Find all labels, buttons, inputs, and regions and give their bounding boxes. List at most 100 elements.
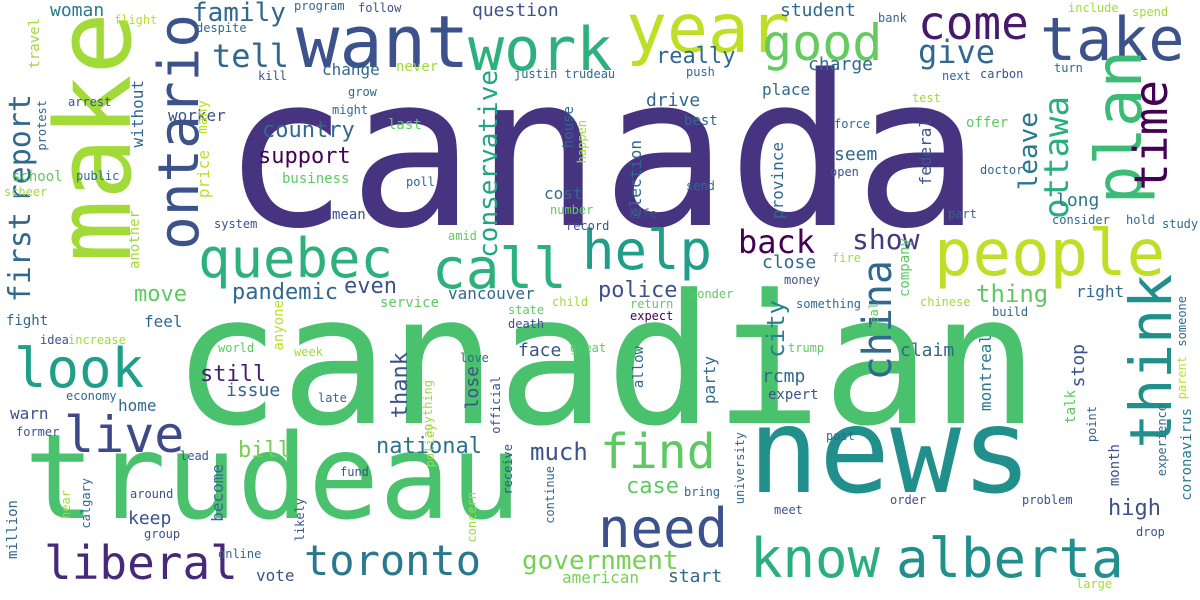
word-federal: federal	[916, 118, 935, 186]
word-economy: economy	[66, 389, 117, 403]
word-know: know	[750, 527, 881, 590]
word-back: back	[738, 223, 816, 261]
word-travel: travel	[27, 18, 43, 69]
word-think: think	[1117, 274, 1185, 449]
word-take: take	[1040, 5, 1185, 75]
word-justin-trudeau: justin trudeau	[514, 67, 616, 81]
word-alberta: alberta	[896, 527, 1124, 590]
word-help: help	[582, 219, 713, 282]
word-hold: hold	[1126, 213, 1155, 227]
word-case: case	[626, 474, 679, 499]
word-much: much	[530, 438, 588, 466]
word-follow: follow	[358, 1, 402, 15]
word-home: home	[118, 396, 157, 415]
word-doctor: doctor	[980, 163, 1024, 177]
word-turn: turn	[1054, 61, 1083, 75]
word-find: find	[600, 424, 716, 480]
word-problem: problem	[1022, 493, 1073, 507]
word-mean: mean	[332, 207, 366, 223]
word-canadian: canadian	[172, 257, 1039, 466]
word-election: election	[626, 140, 645, 218]
word-right: right	[1076, 282, 1125, 301]
word-seem: seem	[834, 144, 878, 165]
word-great: great	[570, 341, 607, 355]
word-might: might	[332, 103, 369, 117]
word-study: study	[1162, 217, 1199, 231]
word-talk: talk	[1063, 390, 1079, 424]
word-trudeau: trudeau	[24, 408, 522, 546]
word-policy: policy	[423, 424, 437, 468]
word-bank: bank	[878, 11, 907, 25]
word-offer: offer	[966, 115, 1009, 131]
word-calgary: calgary	[79, 478, 93, 529]
word-kill: kill	[258, 69, 287, 83]
word-grow: grow	[348, 85, 377, 99]
word-experience: experience	[1155, 404, 1169, 477]
word-thing: thing	[976, 280, 1049, 308]
word-death: death	[508, 317, 545, 331]
word-state: state	[508, 303, 545, 317]
word-number: number	[550, 203, 594, 217]
word-cost: cost	[544, 184, 583, 203]
word-come: come	[918, 0, 1029, 50]
word-allow: allow	[631, 346, 647, 389]
word-happen: happen	[575, 120, 589, 164]
word-move: move	[134, 282, 187, 307]
word-canada: canada	[222, 30, 981, 275]
word-people: people	[934, 217, 1166, 291]
word-university: university	[733, 432, 747, 505]
word-call: call	[432, 237, 567, 302]
word-drive: drive	[646, 90, 701, 111]
word-stop: stop	[1068, 344, 1089, 388]
word-first: first	[3, 212, 38, 303]
word-good: good	[762, 14, 883, 72]
word-spend: spend	[1132, 5, 1169, 19]
word-wonder: wonder	[690, 287, 734, 301]
word-anyone: anyone	[271, 300, 287, 351]
word-support: support	[258, 144, 351, 169]
word-scheer: scheer	[4, 185, 48, 199]
word-last: last	[388, 117, 422, 133]
word-tell: tell	[212, 37, 290, 75]
word-issue: issue	[226, 380, 281, 401]
word-around: around	[130, 487, 174, 501]
word-want: want	[296, 0, 470, 84]
word-government: government	[522, 546, 679, 576]
word-trump: trump	[788, 341, 825, 355]
word-country: country	[262, 118, 355, 143]
word-thank: thank	[388, 352, 413, 419]
word-year: year	[626, 0, 790, 69]
word-charge: charge	[808, 54, 874, 75]
word-flight: flight	[114, 13, 158, 27]
word-something: something	[796, 297, 862, 311]
word-school: school	[12, 169, 63, 185]
word-house: house	[561, 106, 577, 149]
word-worker: worker	[168, 106, 226, 125]
word-family: family	[192, 0, 286, 28]
word-late: late	[318, 391, 347, 405]
word-many: many	[195, 100, 211, 134]
word-fund: fund	[340, 465, 369, 479]
word-receive: receive	[501, 444, 515, 495]
word-lose: lose	[462, 366, 483, 410]
word-concern: concern	[465, 492, 479, 543]
word-police: police	[598, 278, 678, 303]
word-city: city	[762, 300, 790, 358]
word-idea: idea	[40, 333, 69, 347]
word-continue: continue	[543, 466, 557, 524]
word-service: service	[380, 295, 440, 311]
word-long: long	[1056, 190, 1100, 211]
word-despite: despite	[196, 21, 247, 35]
word-claim: claim	[900, 340, 955, 361]
word-liberal: liberal	[44, 536, 238, 590]
word-protest: protest	[35, 100, 49, 151]
word-another: another	[127, 210, 143, 270]
word-send: send	[686, 179, 715, 193]
word-place: place	[762, 80, 811, 99]
word-program: program	[294, 0, 345, 13]
word-face: face	[518, 340, 562, 361]
word-party: party	[700, 356, 719, 405]
word-business: business	[282, 171, 350, 187]
word-warn: warn	[10, 404, 49, 423]
word-return: return	[630, 297, 674, 311]
